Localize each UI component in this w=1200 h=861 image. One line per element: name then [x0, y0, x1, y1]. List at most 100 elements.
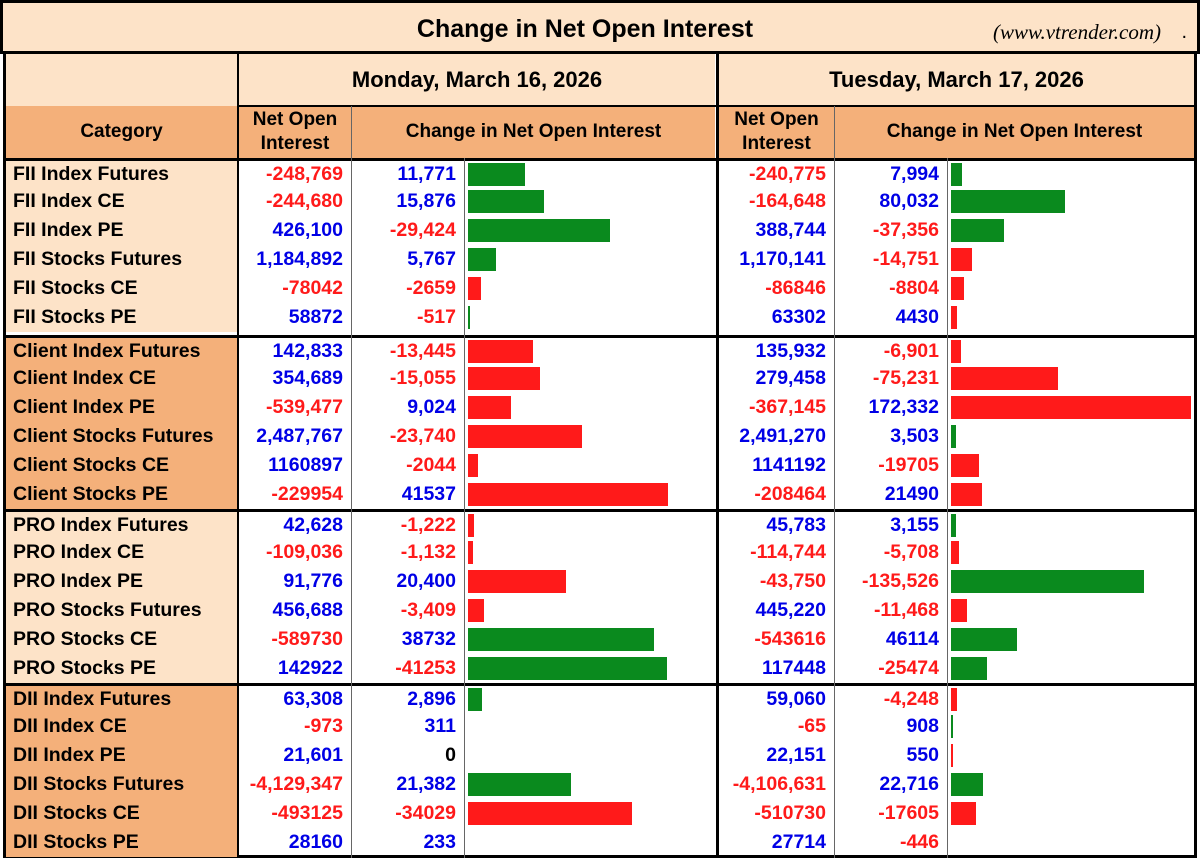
change-header-monday: Change in Net Open Interest	[352, 106, 715, 158]
net-oi-value-mon: 426,100	[272, 218, 344, 241]
change-bar-mon	[468, 340, 533, 363]
net-oi-value-tue: 45,783	[766, 513, 826, 536]
row-category-label: DII Stocks Futures	[6, 769, 237, 799]
change-value-mon: 11,771	[397, 162, 456, 185]
change-value-mon: 233	[423, 830, 456, 853]
site-credit[interactable]: (www.vtrender.com)	[993, 20, 1161, 44]
change-value-tue: 172,332	[868, 395, 940, 418]
change-value-tue: -25474	[878, 656, 939, 679]
net-oi-value-mon: 456,688	[272, 598, 344, 621]
change-bar-mon	[468, 424, 583, 448]
change-value-tue: 21490	[884, 482, 939, 505]
change-bar-mon	[468, 540, 474, 564]
change-bar-mon	[468, 453, 478, 477]
column-separator	[834, 158, 835, 858]
change-value-mon: -41253	[395, 656, 456, 679]
change-bar-mon	[468, 305, 471, 329]
column-separator	[351, 158, 352, 858]
header-separator	[834, 106, 835, 158]
grid-line	[6, 509, 1194, 512]
change-value-tue: 3,155	[890, 513, 939, 536]
title-bar: Change in Net Open Interest (www.vtrende…	[0, 0, 1200, 54]
change-header-tuesday: Change in Net Open Interest	[835, 106, 1194, 158]
change-value-tue: -14,751	[872, 247, 939, 270]
change-value-mon: -34029	[395, 801, 456, 824]
change-bar-mon	[468, 189, 545, 213]
net-oi-value-mon: 2,487,767	[256, 424, 343, 447]
net-oi-value-mon: 63,308	[283, 687, 343, 710]
change-bar-tue	[951, 453, 980, 477]
change-value-mon: -23,740	[389, 424, 456, 447]
net-oi-value-tue: -43,750	[759, 569, 826, 592]
change-bar-tue	[951, 598, 968, 622]
net-oi-value-mon: 58872	[288, 305, 343, 328]
net-oi-value-tue: 445,220	[755, 598, 827, 621]
row-category-label: FII Index PE	[6, 215, 237, 245]
net-oi-value-mon: 21,601	[283, 743, 343, 766]
grid-line	[6, 335, 1194, 338]
net-oi-value-mon: -229954	[271, 482, 343, 505]
date-header-tuesday: Tuesday, March 17, 2026	[719, 54, 1194, 106]
row-category-label: PRO Stocks CE	[6, 624, 237, 654]
change-value-mon: -29,424	[389, 218, 456, 241]
change-value-tue: 80,032	[879, 189, 939, 212]
change-value-mon: -3,409	[400, 598, 456, 621]
row-category-label: FII Index Futures	[6, 160, 237, 189]
net-oi-value-mon: -109,036	[266, 540, 343, 563]
grid-line	[239, 105, 1194, 107]
net-oi-value-tue: 135,932	[755, 339, 827, 362]
net-oi-value-tue: -86846	[765, 276, 826, 299]
change-bar-tue	[951, 514, 956, 537]
row-category-label: FII Stocks PE	[6, 302, 237, 332]
row-category-label: PRO Index PE	[6, 566, 237, 596]
row-category-label: DII Index Futures	[6, 685, 237, 714]
net-oi-header-line1: Net Open	[734, 109, 819, 130]
net-oi-value-tue: -240,775	[749, 162, 826, 185]
change-value-tue: -11,468	[873, 598, 939, 621]
grid-line	[6, 158, 1194, 161]
change-bar-tue	[951, 218, 1005, 242]
change-bar-tue	[951, 424, 956, 448]
category-header: Category	[6, 106, 237, 158]
change-value-mon: 9,024	[407, 395, 456, 418]
net-oi-value-tue: 388,744	[755, 218, 827, 241]
net-oi-value-tue: -164,648	[749, 189, 826, 212]
net-oi-value-mon: -493125	[271, 801, 343, 824]
row-category-label: PRO Stocks Futures	[6, 595, 237, 625]
net-oi-value-mon: -973	[303, 714, 343, 737]
change-bar-mon	[468, 395, 512, 419]
change-value-tue: -17605	[878, 801, 939, 824]
net-oi-value-mon: -589730	[271, 627, 343, 650]
row-category-label: DII Index CE	[6, 711, 237, 741]
row-category-label: DII Index PE	[6, 740, 237, 770]
change-value-tue: -446	[899, 830, 939, 853]
change-value-mon: 0	[445, 743, 456, 766]
net-oi-value-mon: 142922	[277, 656, 343, 679]
net-oi-value-tue: -510730	[754, 801, 826, 824]
change-value-tue: -6,901	[883, 339, 939, 362]
grid-line	[716, 54, 719, 858]
net-oi-value-mon: -78042	[282, 276, 343, 299]
change-value-tue: 908	[906, 714, 939, 737]
change-bar-tue	[951, 276, 964, 300]
change-value-mon: 15,876	[396, 189, 456, 212]
row-category-label: FII Index CE	[6, 186, 237, 216]
net-oi-value-mon: 28160	[288, 830, 343, 853]
net-oi-value-tue: 59,060	[766, 687, 826, 710]
net-oi-value-tue: 1141192	[752, 453, 826, 476]
change-value-tue: 3,503	[890, 424, 939, 447]
net-oi-value-mon: -539,477	[266, 395, 343, 418]
header-separator	[351, 106, 352, 158]
change-value-tue: 550	[906, 743, 939, 766]
change-bar-mon	[468, 218, 610, 242]
net-oi-value-mon: 354,689	[272, 366, 344, 389]
change-bar-tue	[951, 627, 1017, 651]
net-oi-value-mon: -244,680	[266, 189, 343, 212]
row-category-label: Client Stocks PE	[6, 479, 237, 509]
change-bar-mon	[468, 627, 655, 651]
net-oi-value-tue: 63302	[771, 305, 826, 328]
net-oi-value-tue: -4,106,631	[732, 772, 826, 795]
row-category-label: DII Stocks PE	[6, 827, 237, 857]
net-oi-value-tue: 117448	[762, 656, 826, 679]
change-value-mon: 21,382	[396, 772, 456, 795]
